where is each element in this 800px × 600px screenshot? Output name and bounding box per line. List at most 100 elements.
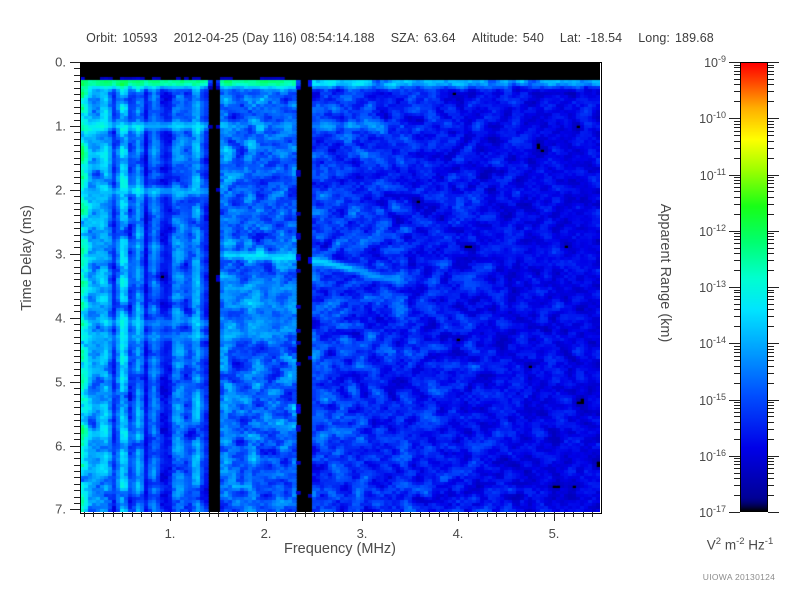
- x-minor-tick: [583, 512, 584, 517]
- header-field-2: SZA: 63.64: [391, 31, 456, 45]
- x-minor-tick: [199, 512, 200, 517]
- colorbar-minor-tick: [768, 296, 774, 297]
- colorbar-minor-tick: [768, 366, 774, 367]
- credit-label: UIOWA 20130124: [702, 572, 776, 582]
- x-minor-tick: [525, 512, 526, 517]
- x-minor-tick: [189, 512, 190, 517]
- x-minor-tick: [381, 512, 382, 517]
- y-left-major-tick: [70, 254, 80, 255]
- x-minor-tick: [314, 512, 315, 517]
- x-tick-label: 2.: [260, 526, 272, 541]
- metadata-header: Orbit: 10593 2012-04-25 (Day 116) 08:54:14…: [0, 28, 800, 48]
- colorbar-major-tick: [768, 343, 779, 344]
- x-major-tick: [554, 512, 555, 521]
- y-left-major-tick: [70, 509, 80, 510]
- colorbar-tick-label: 10-10: [699, 109, 726, 127]
- colorbar-minor-tick: [768, 260, 774, 261]
- colorbar-tick-label: 10-11: [699, 166, 726, 184]
- colorbar-major-tick: [768, 62, 779, 63]
- header-field-label-4: Lat:: [559, 31, 582, 45]
- x-minor-tick: [180, 512, 181, 517]
- x-minor-tick: [333, 512, 334, 517]
- x-major-tick: [458, 512, 459, 521]
- colorbar-major-tick: [768, 400, 779, 401]
- colorbar-minor-tick: [768, 243, 774, 244]
- colorbar-minor-tick: [768, 299, 774, 300]
- x-minor-tick: [564, 512, 565, 517]
- colorbar-major-tick: [729, 231, 740, 232]
- x-minor-tick: [410, 512, 411, 517]
- colorbar-minor-tick: [768, 65, 774, 66]
- colorbar-tick-label: 10-14: [699, 334, 726, 352]
- header-field-value-3: 540: [522, 31, 544, 45]
- colorbar-tick-label: 10-17: [699, 503, 726, 521]
- colorbar-minor-tick: [768, 158, 774, 159]
- colorbar-minor-tick: [768, 304, 774, 305]
- colorbar-minor-tick: [768, 349, 774, 350]
- x-minor-tick: [372, 512, 373, 517]
- colorbar-minor-tick: [768, 183, 774, 184]
- colorbar-minor-tick: [768, 495, 774, 496]
- header-field-1: 2012-04-25 (Day 116) 08:54:14.188: [174, 31, 375, 45]
- colorbar-minor-tick: [768, 383, 774, 384]
- colorbar-minor-tick: [768, 309, 774, 310]
- x-minor-tick: [141, 512, 142, 517]
- x-minor-tick: [103, 512, 104, 517]
- header-field-0: Orbit: 10593: [86, 31, 157, 45]
- colorbar-minor-tick: [768, 253, 774, 254]
- colorbar-minor-tick: [768, 141, 774, 142]
- colorbar-major-tick: [729, 62, 740, 63]
- x-minor-tick: [324, 512, 325, 517]
- header-field-5: Long: 189.68: [638, 31, 714, 45]
- colorbar-major-tick: [768, 512, 779, 513]
- x-tick-label: 3.: [356, 526, 368, 541]
- colorbar-minor-tick: [768, 352, 774, 353]
- colorbar-minor-tick: [768, 458, 774, 459]
- x-tick-label: 5.: [548, 526, 560, 541]
- y-left-major-tick: [70, 382, 80, 383]
- colorbar-minor-tick: [768, 346, 774, 347]
- colorbar-tick-label: 10-15: [699, 391, 726, 409]
- colorbar-minor-tick: [768, 135, 774, 136]
- y-left-tick-label: 5.: [55, 374, 66, 390]
- x-minor-tick: [429, 512, 430, 517]
- x-minor-tick: [209, 512, 210, 517]
- colorbar-minor-tick: [768, 356, 774, 357]
- colorbar-major-tick: [729, 400, 740, 401]
- colorbar-minor-tick: [768, 236, 774, 237]
- colorbar-major-tick: [768, 456, 779, 457]
- x-minor-tick: [84, 512, 85, 517]
- y-axis-right-title: Apparent Range (km): [657, 203, 673, 343]
- header-field-value-5: 189.68: [675, 31, 714, 45]
- colorbar-minor-tick: [768, 485, 774, 486]
- colorbar-minor-tick: [768, 79, 774, 80]
- colorbar-minor-tick: [768, 373, 774, 374]
- x-major-tick: [170, 512, 171, 521]
- colorbar-minor-tick: [768, 248, 774, 249]
- x-axis-title: Frequency (MHz): [284, 541, 396, 557]
- colorbar-minor-tick: [768, 412, 774, 413]
- x-minor-tick: [151, 512, 152, 517]
- header-field-label-5: Long:: [638, 31, 670, 45]
- x-minor-tick: [247, 512, 248, 517]
- x-minor-tick: [305, 512, 306, 517]
- colorbar-minor-tick: [768, 270, 774, 271]
- colorbar-minor-tick: [768, 121, 774, 122]
- colorbar-gradient: [740, 62, 768, 512]
- y-left-tick-label: 0.: [55, 54, 66, 70]
- colorbar-tick-label: 10-9: [704, 53, 726, 71]
- x-minor-tick: [276, 512, 277, 517]
- ionogram-heatmap-canvas: [80, 62, 600, 512]
- x-minor-tick: [516, 512, 517, 517]
- x-minor-tick: [592, 512, 593, 517]
- header-field-value-1: 2012-04-25 (Day 116) 08:54:14.188: [173, 31, 375, 45]
- y-axis-right-apparent-range: 0.200.400.600.800.1000.: [600, 0, 690, 600]
- colorbar-minor-tick: [768, 187, 774, 188]
- colorbar-major-tick: [729, 456, 740, 457]
- colorbar-major-tick: [729, 118, 740, 119]
- colorbar-minor-tick: [768, 84, 774, 85]
- header-field-label-0: Orbit:: [86, 31, 118, 45]
- colorbar-tick-label: 10-16: [699, 447, 726, 465]
- colorbar-minor-tick: [768, 468, 774, 469]
- colorbar-major-tick: [729, 175, 740, 176]
